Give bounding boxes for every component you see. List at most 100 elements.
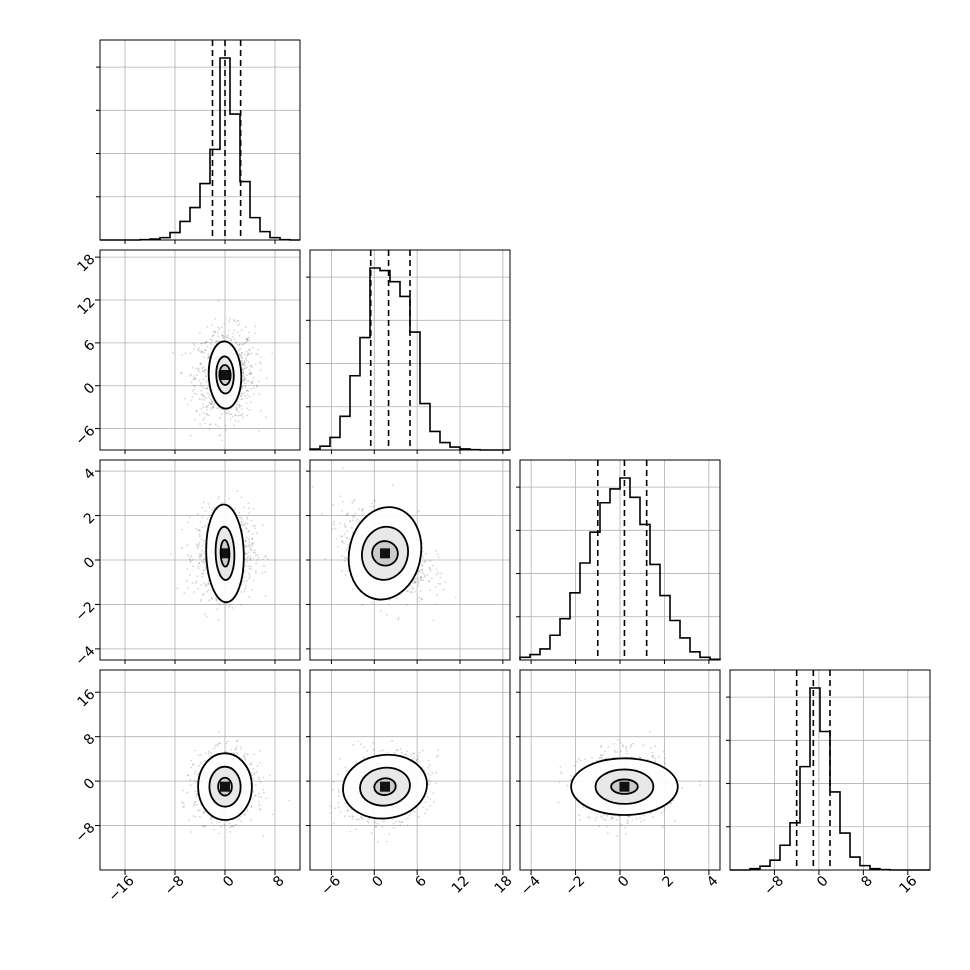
scatter-point: [236, 408, 238, 410]
scatter-point: [346, 513, 348, 515]
scatter-point: [250, 364, 253, 367]
scatter-point: [212, 406, 214, 409]
scatter-point: [186, 544, 189, 546]
scatter-point: [242, 370, 245, 373]
scatter-point: [238, 516, 241, 518]
scatter-point: [420, 598, 423, 601]
scatter-point: [193, 377, 196, 380]
scatter-point: [265, 377, 268, 380]
scatter-point: [258, 808, 261, 810]
scatter-point: [337, 801, 340, 804]
scatter-point: [245, 527, 248, 530]
scatter-point: [189, 574, 191, 577]
scatter-point: [239, 746, 242, 748]
scatter-point: [209, 402, 212, 405]
scatter-point: [208, 752, 210, 755]
scatter-point: [241, 361, 243, 364]
scatter-point: [186, 791, 189, 794]
scatter-point: [344, 573, 347, 576]
scatter-point: [251, 542, 254, 545]
scatter-point: [180, 547, 183, 550]
scatter-point: [202, 569, 205, 572]
scatter-point: [242, 523, 245, 525]
scatter-point: [191, 395, 194, 398]
scatter-point: [188, 516, 191, 519]
scatter-point: [356, 518, 359, 521]
scatter-point: [220, 408, 222, 411]
scatter-point: [244, 758, 247, 761]
scatter-point: [204, 584, 207, 587]
scatter-point: [257, 795, 260, 798]
scatter-point: [200, 393, 203, 396]
contour-line: [371, 540, 399, 567]
scatter-point: [216, 744, 219, 747]
scatter-point: [203, 562, 206, 565]
scatter-point: [248, 339, 251, 342]
scatter-point: [230, 339, 233, 342]
scatter-point: [193, 803, 196, 806]
scatter-point: [454, 596, 457, 599]
scatter-point: [198, 562, 201, 564]
scatter-point: [249, 575, 251, 578]
scatter-point: [205, 397, 207, 399]
scatter-point: [600, 815, 602, 818]
scatter-point: [255, 784, 257, 787]
scatter-point: [254, 795, 257, 797]
scatter-point: [228, 413, 231, 416]
scatter-point: [202, 540, 205, 542]
scatter-point: [345, 536, 348, 539]
scatter-point: [346, 537, 349, 539]
scatter-point: [249, 395, 251, 398]
scatter-point: [240, 359, 243, 362]
scatter-point: [429, 773, 432, 776]
scatter-point: [209, 423, 212, 426]
scatter-point: [262, 835, 265, 838]
scatter-point: [208, 427, 211, 430]
scatter-point: [203, 341, 206, 344]
scatter-point: [245, 340, 248, 343]
scatter-point: [259, 361, 262, 363]
scatter-point: [207, 356, 209, 359]
scatter-point: [248, 336, 250, 339]
scatter-point: [244, 357, 247, 360]
hist-panel-0: [96, 39, 301, 241]
scatter-point: [183, 592, 186, 595]
scatter-point: [396, 598, 398, 600]
scatter-point: [343, 523, 346, 526]
scatter-point: [217, 299, 220, 302]
scatter-point: [230, 825, 233, 828]
scatter-point: [190, 766, 193, 769]
scatter-point: [198, 367, 200, 370]
scatter-point: [385, 840, 388, 843]
scatter-point: [218, 339, 221, 342]
scatter-point: [430, 577, 433, 580]
scatter-point: [190, 373, 193, 376]
scatter-point: [350, 526, 353, 529]
scatter-point: [260, 796, 263, 799]
scatter-point: [341, 541, 344, 543]
scatter-point: [201, 594, 204, 597]
scatter-point: [244, 367, 247, 369]
scatter-point: [251, 588, 253, 591]
scatter-point: [381, 826, 384, 828]
scatter-point: [379, 609, 382, 612]
scatter-point: [255, 384, 258, 387]
scatter-point: [242, 371, 244, 374]
pair-panel-3-2: [519, 669, 721, 871]
scatter-point: [361, 818, 364, 821]
scatter-point: [362, 756, 365, 759]
scatter-point: [343, 556, 346, 559]
scatter-point: [200, 598, 203, 601]
scatter-point: [371, 502, 373, 505]
scatter-point: [253, 772, 256, 775]
scatter-point: [250, 549, 253, 552]
scatter-point: [251, 381, 253, 384]
scatter-point: [334, 527, 337, 530]
scatter-point: [407, 590, 409, 592]
scatter-point: [201, 393, 204, 396]
scatter-point: [193, 801, 196, 804]
scatter-point: [209, 818, 212, 821]
scatter-point: [224, 750, 226, 753]
pair-plot-area: [310, 670, 510, 870]
scatter-point: [210, 403, 213, 405]
